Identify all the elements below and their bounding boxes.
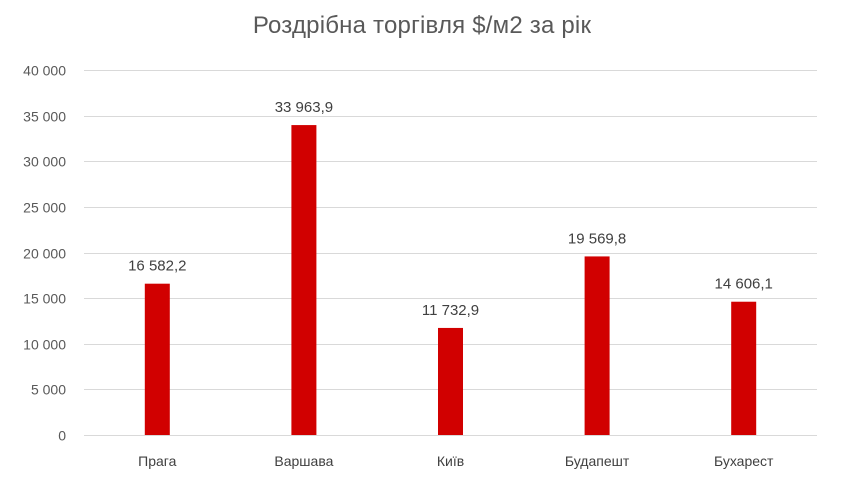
y-tick-label: 15 000 [23,291,66,307]
x-category-label: Київ [437,453,464,469]
x-category-label: Бухарест [714,453,774,469]
x-category-label: Будапешт [565,453,630,469]
y-tick-label: 10 000 [23,337,66,353]
y-tick-label: 5 000 [31,382,66,398]
bar-1 [291,125,317,436]
y-tick-label: 30 000 [23,154,66,170]
data-label: 16 582,2 [128,258,186,275]
y-tick-label: 40 000 [23,63,66,79]
chart-title: Роздрібна торгівля $/м2 за рік [252,12,592,39]
data-label: 14 606,1 [715,276,773,293]
bar-2 [438,327,463,435]
bar-4 [731,301,757,435]
y-tick-label: 0 [58,428,66,444]
y-axis-tick-labels: 0 5 000 10 000 15 000 20 000 25 000 30 000 35 0… [23,63,66,444]
y-tick-label: 35 000 [23,109,66,125]
data-label: 11 732,9 [422,302,479,319]
data-labels: 16 582,2 33 963,9 11 732,9 19 569,8 14 606,1 [128,99,773,319]
y-tick-label: 25 000 [23,200,66,216]
data-label: 19 569,8 [568,230,626,247]
y-tick-label: 20 000 [23,246,66,262]
x-category-label: Варшава [274,453,333,469]
bars [144,125,757,436]
bar-3 [584,256,610,435]
bar-0 [144,283,170,435]
x-category-label: Прага [138,453,176,469]
x-axis-category-labels: Прага Варшава Київ Будапешт Бухарест [138,453,774,469]
data-label: 33 963,9 [275,99,333,116]
